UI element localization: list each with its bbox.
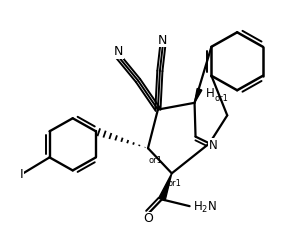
Text: N: N xyxy=(209,139,218,152)
Polygon shape xyxy=(195,89,202,103)
Text: H: H xyxy=(206,87,215,100)
Text: H$_2$N: H$_2$N xyxy=(194,200,217,215)
Text: or1: or1 xyxy=(149,156,163,165)
Text: N: N xyxy=(158,34,168,47)
Text: O: O xyxy=(143,212,153,225)
Polygon shape xyxy=(159,173,172,201)
Text: I: I xyxy=(19,168,23,181)
Text: or1: or1 xyxy=(168,180,182,188)
Text: or1: or1 xyxy=(214,94,228,104)
Text: N: N xyxy=(114,45,123,58)
